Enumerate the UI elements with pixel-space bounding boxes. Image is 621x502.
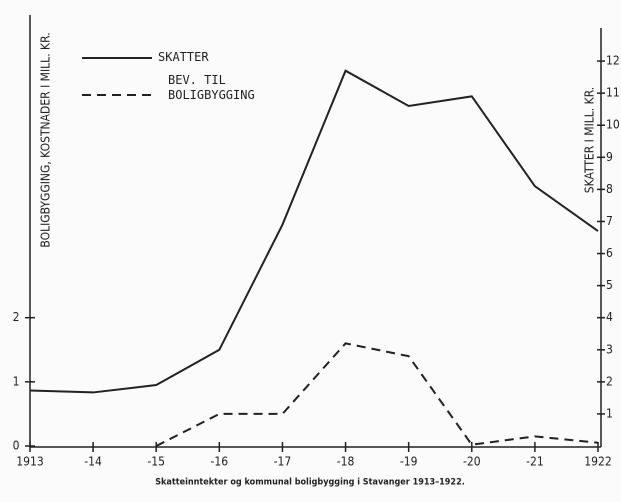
chart-title: Skatteinntekter og kommunal boligbygging… [155, 478, 465, 488]
x-tick-label: -19 [400, 455, 418, 469]
x-tick-label: -18 [337, 455, 355, 469]
y2-tick-label: 5 [606, 278, 613, 292]
x-tick-label: -14 [84, 455, 102, 469]
y2-tick-label: 11 [606, 86, 620, 100]
y2-tick-label: 12 [606, 54, 620, 68]
x-tick-label: 1922 [584, 455, 611, 469]
legend-entry: BEV. TIL BOLIGBYGGING [168, 73, 255, 102]
y2-tick-label: 4 [606, 310, 613, 324]
x-tick-label: -20 [463, 455, 481, 469]
y-tick-label: 2 [13, 310, 20, 324]
x-tick-label: -15 [147, 455, 165, 469]
y2-tick-label: 8 [606, 182, 613, 196]
y2-tick-label: 10 [606, 118, 620, 132]
y2-tick-label: 6 [606, 246, 613, 260]
y2-tick-label: 3 [606, 342, 613, 356]
y2-tick-label: 9 [606, 150, 613, 164]
y2-tick-label: 2 [606, 374, 613, 388]
x-tick-label: -16 [211, 455, 229, 469]
line-series [155, 342, 599, 447]
line-series [29, 69, 599, 394]
x-tick-label: -21 [526, 455, 544, 469]
y2-tick-label: 1 [606, 406, 613, 420]
y2-tick-label: 7 [606, 214, 613, 228]
x-tick-label: -17 [274, 455, 292, 469]
legend-entry: SKATTER [158, 50, 209, 64]
x-tick-label: 1913 [16, 455, 43, 469]
y-axis-label: BOLIGBYGGING, KOSTNADER I MILL. KR. [39, 32, 53, 247]
y2-axis-label: SKATTER I MILL. KR. [583, 87, 597, 193]
y-tick-label: 0 [13, 439, 20, 453]
y-tick-label: 1 [13, 374, 20, 388]
